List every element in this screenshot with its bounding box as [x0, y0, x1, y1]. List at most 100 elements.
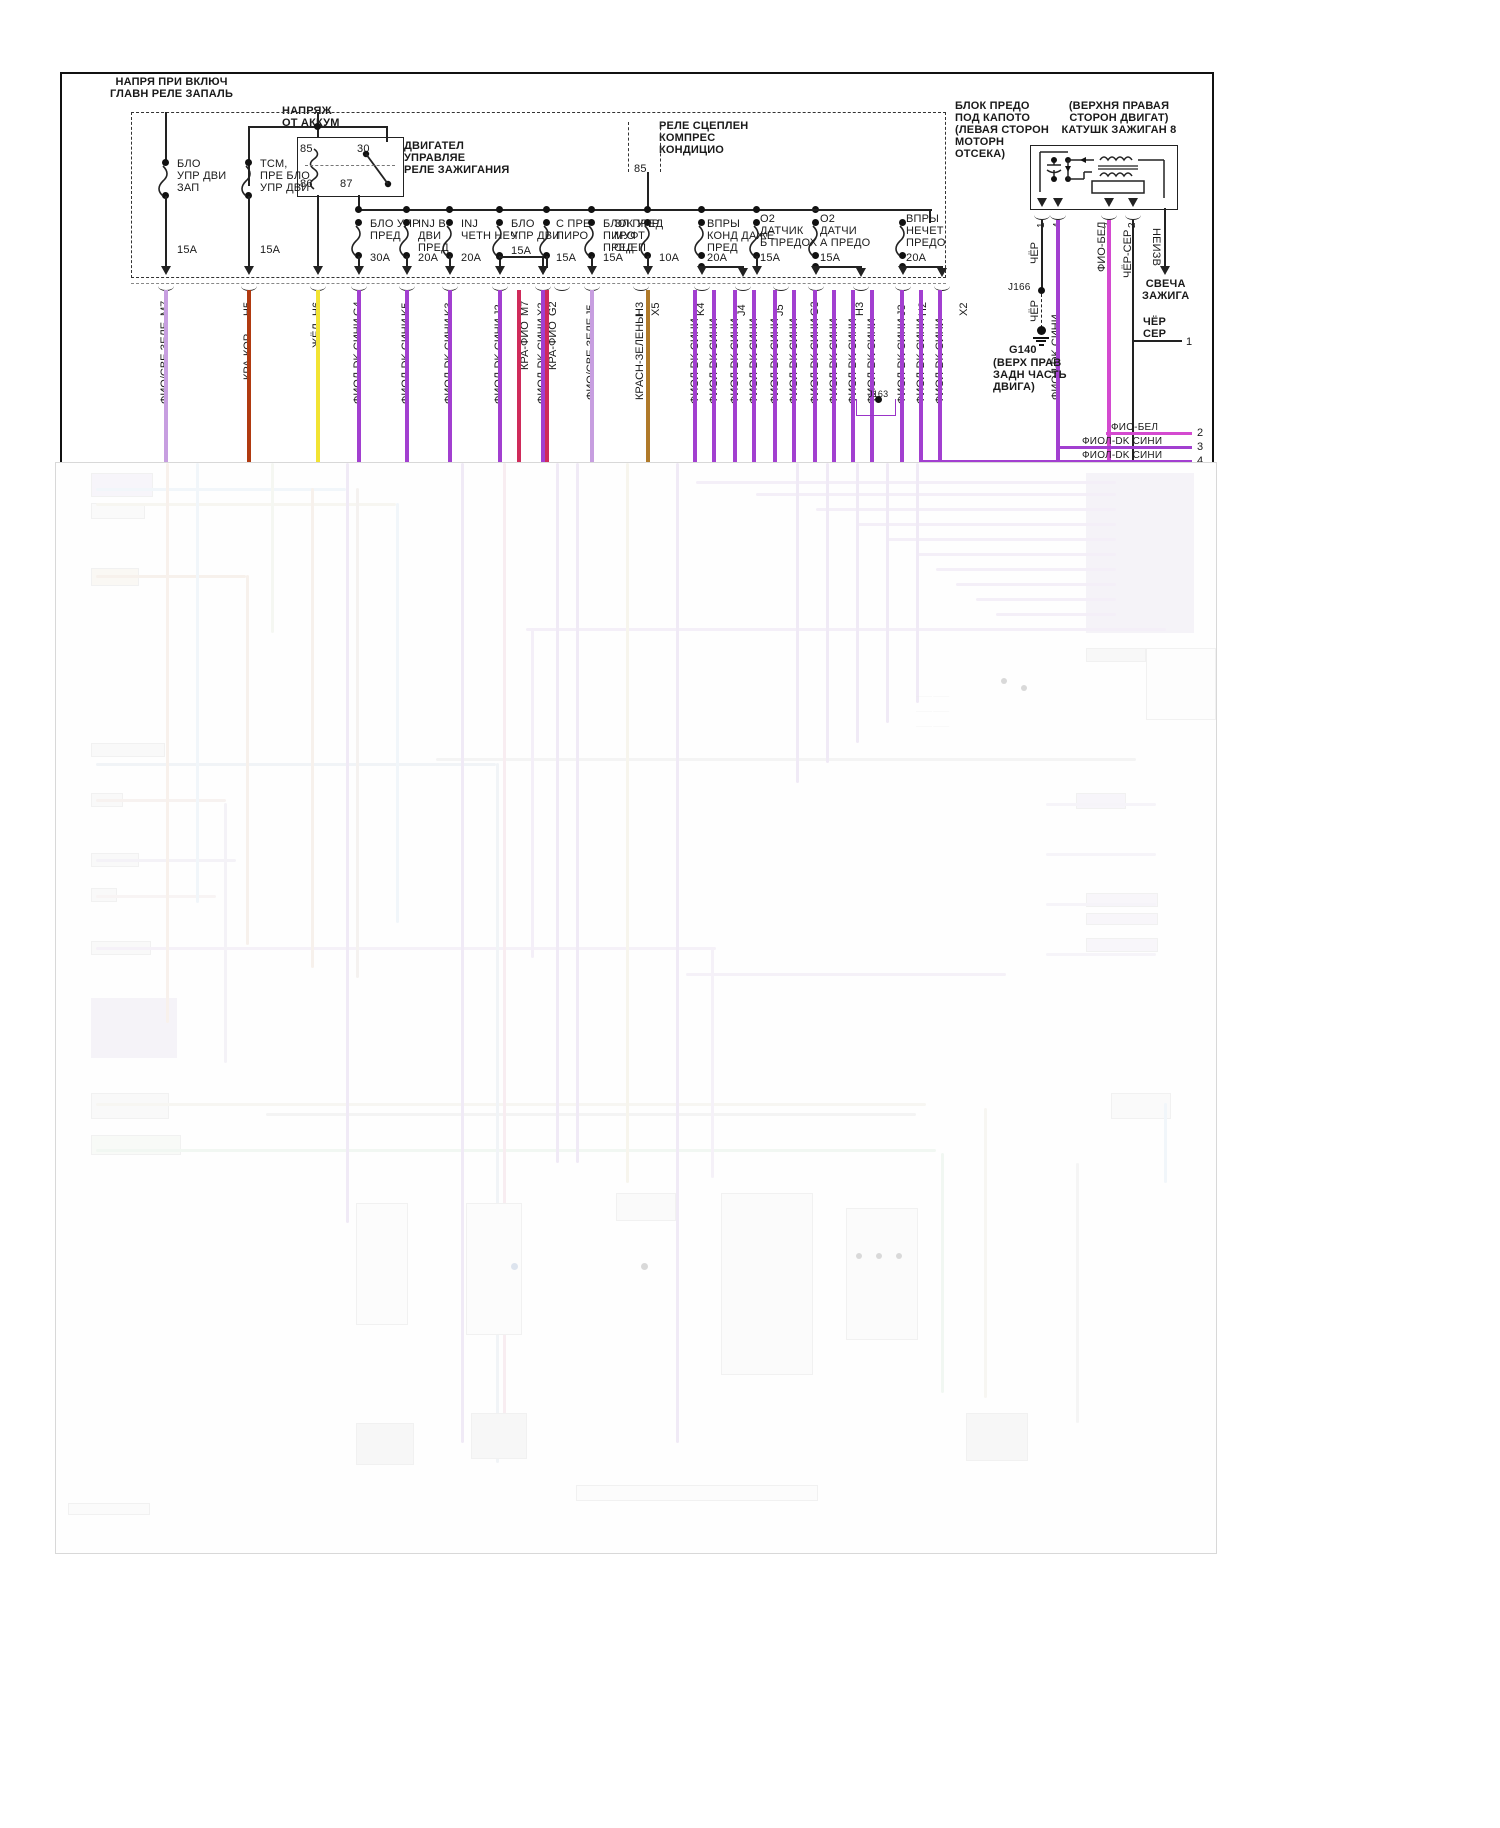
wire-5	[405, 290, 409, 465]
output-wire-3	[1057, 446, 1192, 449]
connector-cup-18	[853, 281, 869, 291]
wire-19	[900, 290, 904, 465]
fuse-arrow-6	[445, 266, 455, 275]
connector-cup-12	[633, 281, 649, 291]
fuse-out-2	[248, 196, 250, 270]
fuse-label-1: БЛО УПР ДВИ ЗАП	[177, 158, 227, 194]
pin-label-10: G2	[547, 301, 559, 316]
bus-dot-9	[543, 206, 550, 213]
wire-2	[247, 290, 251, 465]
wire-16b	[792, 290, 796, 465]
fuse-arrow-12	[643, 266, 653, 275]
ground-id-label: G140	[1009, 344, 1037, 356]
fuse-rating-17: 15A	[820, 252, 841, 264]
fuse-out-12	[647, 256, 649, 270]
coil-cup-4	[1050, 210, 1066, 220]
fuse-arrow-3	[313, 266, 323, 275]
output-wire-2	[1106, 432, 1192, 435]
spark-plug-label: СВЕЧА ЗАЖИГА	[1142, 278, 1190, 302]
bus-extension-19	[812, 209, 930, 211]
fuse-14	[694, 219, 707, 259]
fuse-19	[895, 219, 908, 259]
bus-dot-12	[644, 206, 651, 213]
coil-pin-arrow-4	[1053, 198, 1063, 207]
fuse-out-11	[591, 256, 593, 270]
fuse-arrow-5	[402, 266, 412, 275]
wire-9	[517, 290, 521, 465]
fuse-rating-4: 30A	[370, 252, 391, 264]
fuse-1	[158, 159, 171, 199]
fuse-label-7: БЛО УПР ДВИ	[511, 218, 561, 242]
fuse-label-16: O2 ДАТЧИК Б ПРЕДОХ	[760, 213, 818, 249]
ac-relay-terminal-85: 85	[634, 163, 647, 175]
wire-15	[733, 290, 737, 465]
bus-dot-4	[355, 206, 362, 213]
bottom-wire-lead	[1132, 340, 1182, 342]
fuse-feed-1	[165, 112, 167, 162]
fuse-rating-11: 15A	[603, 252, 624, 264]
wire-4	[357, 290, 361, 465]
ac-relay-bracket-left	[628, 122, 665, 172]
label-ac-clutch-relay: РЕЛЕ СЦЕПЛЕН КОМПРЕС КОНДИЦИО	[659, 120, 749, 156]
ground-wire-label: ЧЁР	[1029, 299, 1041, 322]
relay-contact-icon	[362, 150, 392, 188]
output-pin-3: 3	[1197, 441, 1204, 453]
fuse-arrow-7	[495, 266, 505, 275]
lower-schematic-ghost: ———— ———— ———— ———— ———— ————	[56, 463, 1216, 1553]
fuse-rating-14: 20A	[707, 252, 728, 264]
fusebox-boundary-right	[945, 112, 946, 278]
wire-7	[498, 290, 502, 465]
coil-wire-2	[1132, 220, 1134, 465]
fuse-label-4: БЛО УПР ПРЕД	[370, 218, 419, 242]
connector-cup-14	[694, 281, 710, 291]
spark-plug-wire	[1164, 208, 1166, 270]
output-label-2: ФИО-БЕЛ	[1111, 422, 1159, 433]
wire-17b	[832, 290, 836, 465]
wire-18	[851, 290, 855, 465]
ac-relay-to-bus	[647, 172, 649, 210]
bus-dot-5	[403, 206, 410, 213]
coil-internals	[1039, 151, 1165, 198]
fuse-arrow-1	[161, 266, 171, 275]
coil-cup-3	[1101, 210, 1117, 220]
fuse-rating-5: 20A	[418, 252, 439, 264]
fuse-out-16	[756, 256, 758, 270]
wire-6	[448, 290, 452, 465]
bus-dot-11	[588, 206, 595, 213]
coil-pin-arrow-3	[1104, 198, 1114, 207]
label-engine-ignition-relay: ДВИГАТЕЛ УПРАВЛЯЕ РЕЛЕ ЗАЖИГАНИЯ	[404, 140, 510, 176]
connector-cup-16	[773, 281, 789, 291]
output-wire-4	[921, 460, 1192, 463]
fuse-arrow-14	[697, 266, 707, 275]
fuse-label-5: INJ В ДВИ ПРЕД	[418, 218, 449, 254]
wire-label-12: КРАСН-ЗЕЛЕНЫ	[634, 314, 646, 400]
fuse-label-6: INJ ЧЕТН НЕЧ	[461, 218, 518, 242]
branch-7	[499, 256, 543, 258]
fuse-arrow-4	[354, 266, 364, 275]
ground-wire-dashed	[1041, 294, 1042, 328]
wire-15b	[752, 290, 756, 465]
connector-cup-15	[735, 281, 751, 291]
fuse-9	[539, 219, 552, 259]
fuse-label-2: ТСМ, ПРЕ БЛО УПР ДВИ	[260, 158, 311, 194]
fuse-arrow-16	[752, 266, 762, 275]
wire-14	[693, 290, 697, 465]
fuse-arrow-17	[811, 266, 821, 275]
pin-label-18: H3	[854, 301, 866, 316]
fuse-17	[808, 219, 821, 259]
pin-label-14: K4	[695, 302, 707, 316]
fuse-rating-2: 15A	[260, 244, 281, 256]
ground-symbol-icon	[1033, 326, 1049, 346]
fuse-arrow-11	[587, 266, 597, 275]
wire-3	[316, 290, 320, 465]
fuse-rating-16: 15A	[760, 252, 781, 264]
branch-14	[701, 266, 743, 268]
bus-dot-7	[496, 206, 503, 213]
branch-19	[902, 266, 942, 268]
fuse-7	[492, 219, 505, 259]
coil-pin-arrow-1	[1037, 198, 1047, 207]
pin-label-21: X2	[958, 302, 970, 316]
wire-20	[938, 290, 942, 465]
spark-plug-wire-label: НЕИЗВ	[1150, 228, 1162, 267]
fuse-label-14: ВПРЫ КОНД ДАЖЕ ПРЕД	[707, 218, 775, 254]
